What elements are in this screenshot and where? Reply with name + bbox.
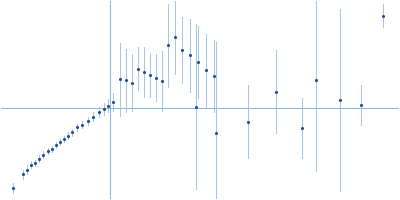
Point <box>358 103 365 107</box>
Point <box>27 163 34 166</box>
Point <box>179 49 185 52</box>
Point <box>195 60 201 64</box>
Point <box>110 100 116 103</box>
Point <box>100 108 107 111</box>
Point <box>105 104 112 107</box>
Point <box>187 54 193 57</box>
Point <box>129 81 136 84</box>
Point <box>44 150 51 153</box>
Point <box>245 120 251 123</box>
Point <box>135 67 142 70</box>
Point <box>96 111 102 114</box>
Point <box>193 105 199 108</box>
Point <box>84 119 91 122</box>
Point <box>147 74 153 77</box>
Point <box>10 186 16 189</box>
Point <box>172 36 178 39</box>
Point <box>56 141 63 144</box>
Point <box>40 153 46 156</box>
Point <box>380 14 386 17</box>
Point <box>31 161 38 164</box>
Point <box>141 70 147 73</box>
Point <box>79 123 86 126</box>
Point <box>213 132 219 135</box>
Point <box>74 126 80 129</box>
Point <box>312 79 319 82</box>
Point <box>35 157 42 160</box>
Point <box>90 115 96 118</box>
Point <box>298 127 305 130</box>
Point <box>117 78 124 81</box>
Point <box>24 168 30 171</box>
Point <box>153 76 159 79</box>
Point <box>272 90 279 93</box>
Point <box>52 143 59 146</box>
Point <box>159 79 165 83</box>
Point <box>211 74 217 78</box>
Point <box>60 137 67 140</box>
Point <box>203 69 209 72</box>
Point <box>165 44 171 47</box>
Point <box>64 134 71 137</box>
Point <box>336 98 343 102</box>
Point <box>48 147 55 150</box>
Point <box>20 173 26 176</box>
Point <box>69 131 76 134</box>
Point <box>123 79 130 82</box>
